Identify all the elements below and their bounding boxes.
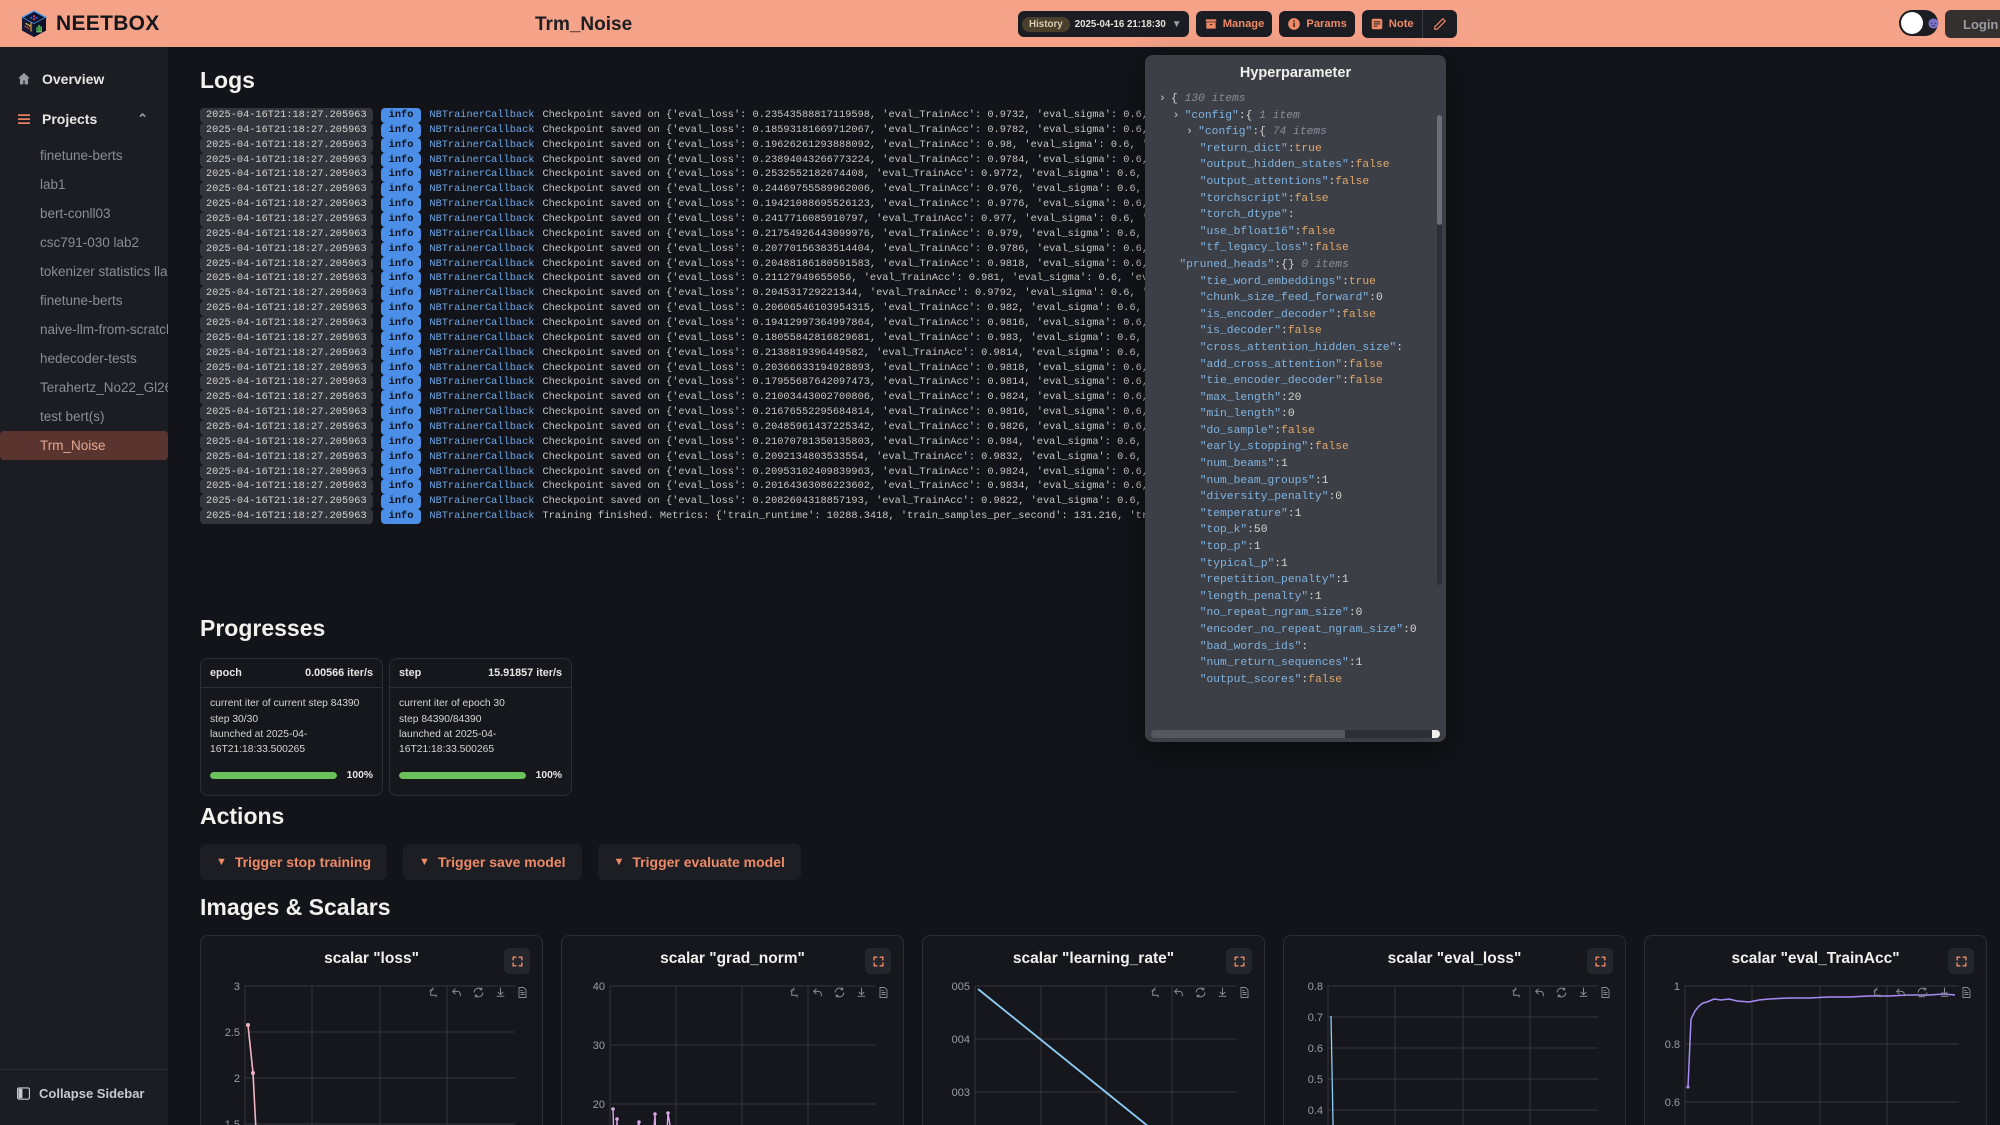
svg-text:2: 2 [234,1073,240,1085]
svg-text:1: 1 [1674,981,1680,993]
svg-text:1.5: 1.5 [225,1119,240,1125]
svg-text:30: 30 [593,1040,605,1052]
svg-text:40: 40 [593,981,605,993]
svg-text:0.6: 0.6 [1308,1043,1323,1055]
svg-text:0.7: 0.7 [1308,1012,1323,1024]
svg-text:005: 005 [952,981,970,993]
svg-text:20: 20 [593,1099,605,1111]
svg-text:0.8: 0.8 [1665,1039,1680,1051]
svg-text:3: 3 [234,981,240,993]
svg-text:004: 004 [952,1034,970,1046]
svg-text:0.4: 0.4 [1308,1105,1323,1117]
svg-text:0.6: 0.6 [1665,1097,1680,1109]
svg-text:0.5: 0.5 [1308,1074,1323,1086]
svg-text:0.8: 0.8 [1308,981,1323,993]
svg-text:003: 003 [952,1087,970,1099]
svg-text:2.5: 2.5 [225,1027,240,1039]
